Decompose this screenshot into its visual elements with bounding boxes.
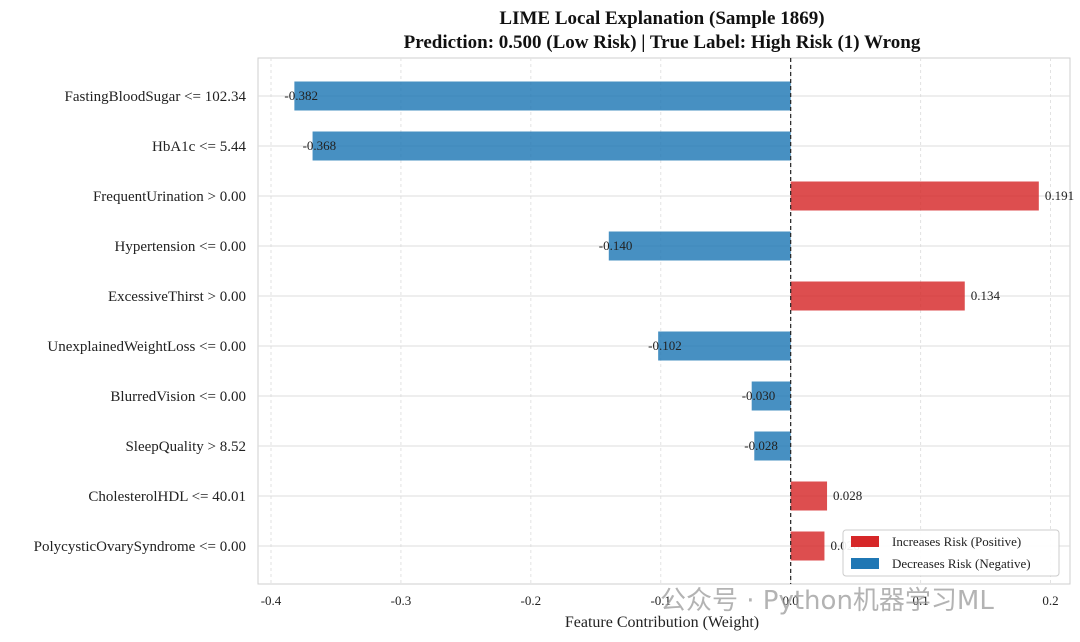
category-label: ExcessiveThirst > 0.00 — [108, 289, 246, 305]
chart-title: LIME Local Explanation (Sample 1869) — [499, 8, 824, 29]
category-label: UnexplainedWeightLoss <= 0.00 — [47, 339, 246, 355]
legend-swatch-negative — [851, 558, 879, 569]
value-label: -0.140 — [599, 238, 633, 253]
category-labels: FastingBloodSugar <= 102.34 HbA1c <= 5.44… — [34, 89, 247, 555]
chart-subtitle: Prediction: 0.500 (Low Risk) | True Labe… — [404, 32, 921, 53]
x-tick-label: -0.3 — [391, 593, 412, 608]
bar — [751, 381, 791, 411]
category-label: CholesterolHDL <= 40.01 — [88, 489, 246, 505]
bar — [754, 431, 791, 461]
value-label: 0.028 — [833, 488, 862, 503]
value-label: -0.030 — [742, 388, 776, 403]
bar — [790, 281, 965, 311]
bars-layer — [294, 81, 1039, 561]
watermark: 公众号 · Python机器学习ML — [660, 586, 994, 616]
category-label: FrequentUrination > 0.00 — [93, 189, 246, 205]
value-label: -0.102 — [648, 338, 682, 353]
value-labels: -0.382 -0.368 0.191 -0.140 0.134 -0.102 -0.030… — [284, 88, 1074, 553]
value-label: -0.368 — [303, 138, 337, 153]
x-tick-label: 0.0 — [783, 593, 799, 608]
bar — [658, 331, 791, 361]
legend: Increases Risk (Positive) Decreases Risk… — [842, 529, 1060, 577]
value-label: -0.382 — [284, 88, 318, 103]
legend-label-positive: Increases Risk (Positive) — [892, 534, 1021, 549]
bar — [790, 531, 825, 561]
legend-swatch-positive — [851, 536, 879, 547]
x-tick-label: 0.1 — [912, 593, 928, 608]
x-tick-label: -0.4 — [261, 593, 282, 608]
legend-box — [842, 529, 1060, 577]
bar — [790, 181, 1039, 211]
bar — [608, 231, 791, 261]
x-axis-label: Feature Contribution (Weight) — [565, 614, 759, 631]
x-tick-labels: -0.4 -0.3 -0.2 -0.1 0.0 0.1 0.2 — [261, 593, 1059, 608]
value-label: -0.028 — [744, 438, 778, 453]
x-tick-label: -0.1 — [650, 593, 671, 608]
x-tick-label: 0.2 — [1042, 593, 1058, 608]
value-label: 0.191 — [1045, 188, 1074, 203]
category-label: Hypertension <= 0.00 — [115, 239, 246, 255]
x-tick-label: -0.2 — [521, 593, 542, 608]
category-label: SleepQuality > 8.52 — [125, 439, 246, 455]
category-label: PolycysticOvarySyndrome <= 0.00 — [34, 539, 246, 555]
value-label: 0.134 — [971, 288, 1001, 303]
category-label: HbA1c <= 5.44 — [152, 139, 246, 155]
bar — [312, 131, 791, 161]
legend-label-negative: Decreases Risk (Negative) — [892, 556, 1031, 571]
category-label: BlurredVision <= 0.00 — [110, 389, 246, 405]
category-label: FastingBloodSugar <= 102.34 — [64, 89, 246, 105]
bar — [790, 481, 828, 511]
bar — [294, 81, 791, 111]
